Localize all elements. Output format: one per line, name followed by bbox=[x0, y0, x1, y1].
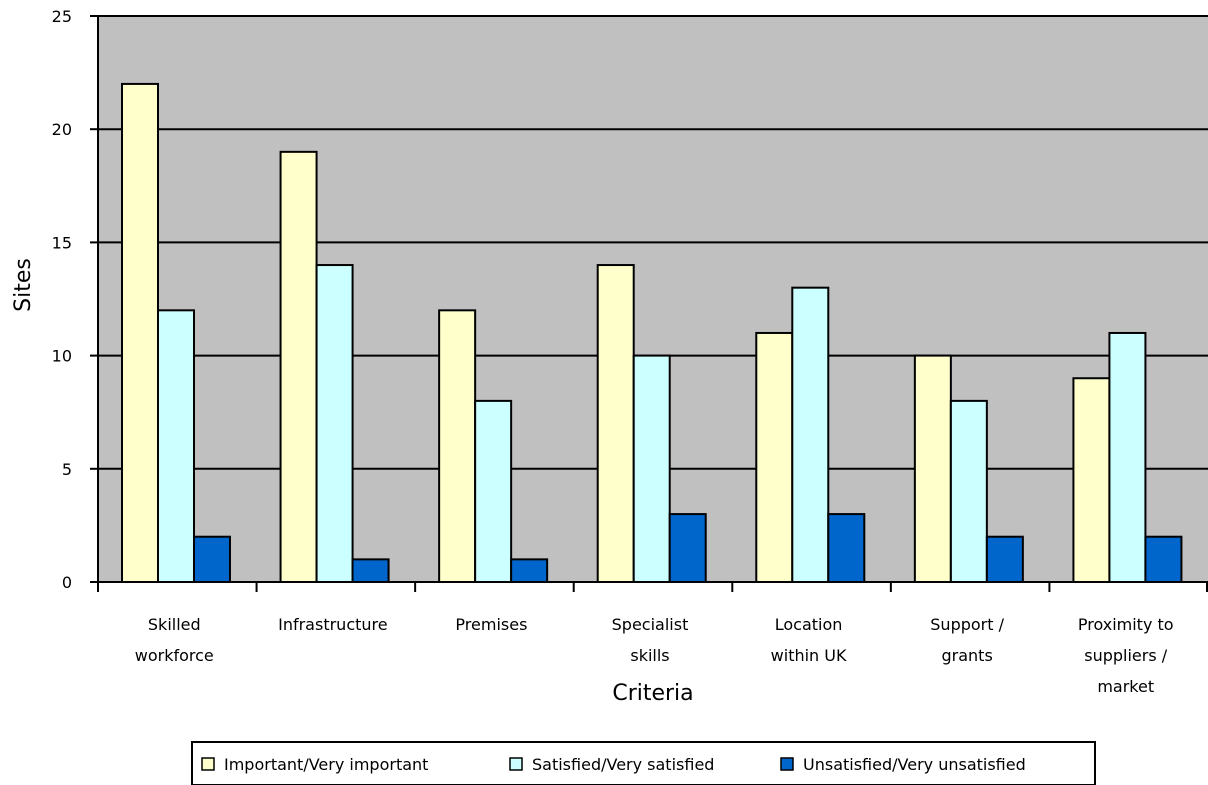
category-label: market bbox=[1097, 677, 1154, 696]
legend-label: Unsatisfied/Very unsatisfied bbox=[803, 755, 1026, 774]
bar bbox=[438, 309, 477, 583]
category-label: Skilled bbox=[148, 615, 201, 634]
bar bbox=[596, 264, 635, 583]
bar bbox=[157, 309, 195, 583]
y-axis-title: Sites bbox=[11, 258, 36, 312]
bar bbox=[193, 535, 231, 583]
y-tick-label: 5 bbox=[62, 460, 72, 479]
legend-swatch bbox=[509, 757, 523, 771]
y-tick-label: 20 bbox=[52, 120, 72, 139]
category-label: Specialist bbox=[612, 615, 689, 634]
legend-label: Important/Very important bbox=[224, 755, 428, 774]
category-label: Premises bbox=[455, 615, 527, 634]
bar bbox=[668, 513, 707, 584]
bar bbox=[474, 399, 513, 583]
category-label: Support / bbox=[930, 615, 1004, 634]
category-label: within UK bbox=[771, 646, 847, 665]
y-tick-label: 0 bbox=[62, 573, 72, 592]
category-label: Infrastructure bbox=[278, 615, 387, 634]
legend: Important/Very important Satisfied/Very s… bbox=[191, 741, 1096, 785]
bar bbox=[1072, 377, 1111, 583]
bar bbox=[632, 354, 671, 583]
bars bbox=[121, 82, 1183, 584]
axes bbox=[90, 15, 1208, 592]
bar bbox=[1108, 331, 1147, 583]
bar bbox=[510, 558, 549, 583]
category-labels: Skilled workforce Infrastructure Premises Sp… bbox=[135, 615, 1174, 696]
legend-label: Satisfied/Very satisfied bbox=[532, 755, 714, 774]
category-label: workforce bbox=[135, 646, 214, 665]
category-label: Location bbox=[775, 615, 843, 634]
bar bbox=[985, 535, 1024, 583]
y-tick-label: 10 bbox=[52, 347, 72, 366]
bar bbox=[791, 286, 830, 583]
bar bbox=[1144, 535, 1183, 583]
bar bbox=[913, 354, 952, 583]
y-tick-labels: 0 5 10 15 20 25 bbox=[52, 7, 72, 592]
bar bbox=[755, 331, 794, 583]
category-label: skills bbox=[630, 646, 669, 665]
legend-swatch bbox=[780, 757, 794, 771]
y-tick-label: 15 bbox=[52, 233, 72, 252]
category-label: Proximity to bbox=[1078, 615, 1174, 634]
bar bbox=[121, 82, 159, 583]
y-tick-label: 25 bbox=[52, 7, 72, 26]
bar bbox=[949, 399, 988, 583]
legend-swatch bbox=[201, 757, 215, 771]
category-label: grants bbox=[941, 646, 992, 665]
x-axis-title: Criteria bbox=[612, 681, 693, 706]
bar bbox=[315, 264, 354, 583]
legend-box bbox=[191, 741, 1096, 785]
bar bbox=[351, 558, 390, 583]
bar bbox=[279, 150, 318, 583]
bar bbox=[827, 513, 866, 584]
category-label: suppliers / bbox=[1084, 646, 1168, 665]
